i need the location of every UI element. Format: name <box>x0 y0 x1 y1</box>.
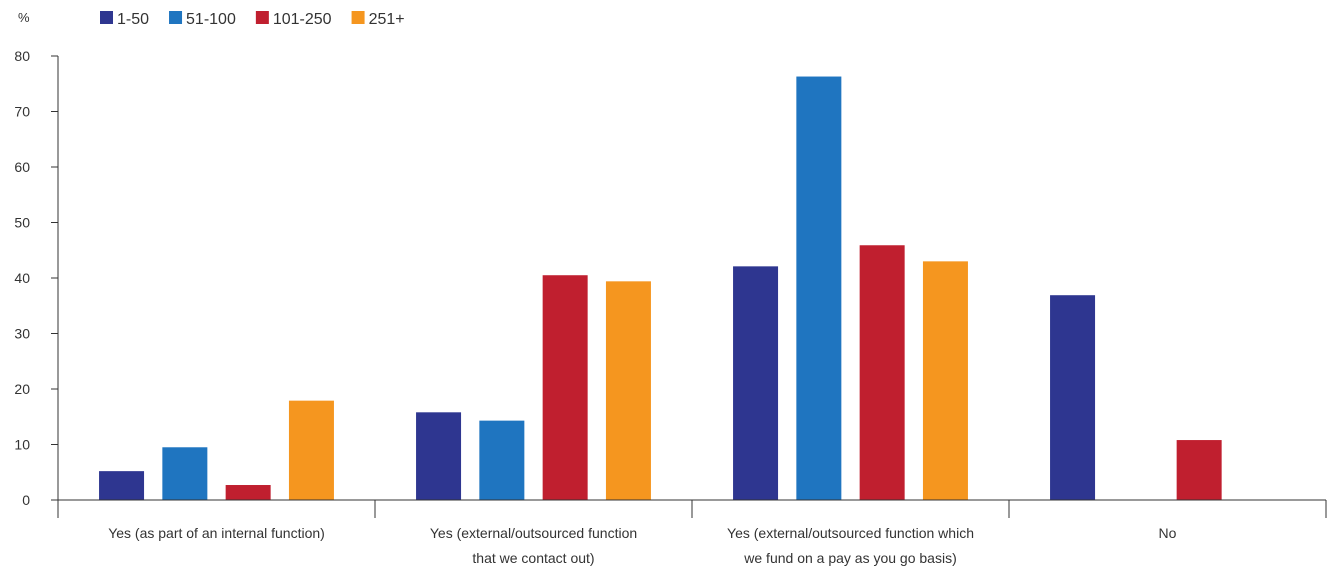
category-label: Yes (external/outsourced function <box>430 525 637 541</box>
category-label: that we contact out) <box>472 550 594 566</box>
bar-1-50-category-1 <box>99 471 145 500</box>
bar-101-250-category-4 <box>1176 440 1222 500</box>
bars <box>99 76 1222 500</box>
legend-swatch-4 <box>351 11 365 24</box>
bar-51-100-category-3 <box>796 76 842 500</box>
bar-251+-category-3 <box>922 261 968 500</box>
bar-101-250-category-1 <box>225 485 271 500</box>
bar-51-100-category-2 <box>479 420 525 500</box>
y-tick-label: 70 <box>14 104 30 120</box>
x-axis: Yes (as part of an internal function) Yes… <box>57 499 1327 566</box>
bar-101-250-category-2 <box>542 275 588 500</box>
legend-swatch-1 <box>100 11 113 24</box>
legend-swatch-2 <box>169 11 183 24</box>
category-label: we fund on a pay as you go basis) <box>743 550 956 566</box>
y-tick-label: 10 <box>14 437 30 453</box>
y-tick-label: 30 <box>14 326 30 342</box>
bar-101-250-category-3 <box>859 245 905 500</box>
legend-label-2: 51-100 <box>186 11 236 28</box>
category-label: Yes (as part of an internal function) <box>108 525 325 541</box>
y-tick-label: 40 <box>14 270 30 286</box>
y-axis: 0 10 20 30 40 50 60 70 80 <box>14 48 59 508</box>
legend-swatch-3 <box>255 11 269 24</box>
y-tick-label: 80 <box>14 48 30 64</box>
y-tick-label: 20 <box>14 381 30 397</box>
y-unit-label: % <box>18 10 30 25</box>
bar-251+-category-2 <box>605 281 651 500</box>
y-tick-label: 50 <box>14 215 30 231</box>
bar-1-50-category-4 <box>1050 295 1096 500</box>
y-tick-label: 0 <box>22 492 30 508</box>
category-label: Yes (external/outsourced function which <box>727 525 974 541</box>
bar-251+-category-1 <box>288 400 334 500</box>
bar-1-50-category-3 <box>733 266 779 500</box>
legend-label-1: 1-50 <box>117 11 149 28</box>
legend-label-4: 251+ <box>369 11 405 28</box>
legend: 1-50 51-100 101-250 251+ <box>100 11 405 28</box>
y-tick-label: 60 <box>14 159 30 175</box>
legend-label-3: 101-250 <box>273 11 332 28</box>
bar-51-100-category-1 <box>162 447 208 500</box>
category-label: No <box>1159 525 1177 541</box>
bar-1-50-category-2 <box>416 412 462 500</box>
